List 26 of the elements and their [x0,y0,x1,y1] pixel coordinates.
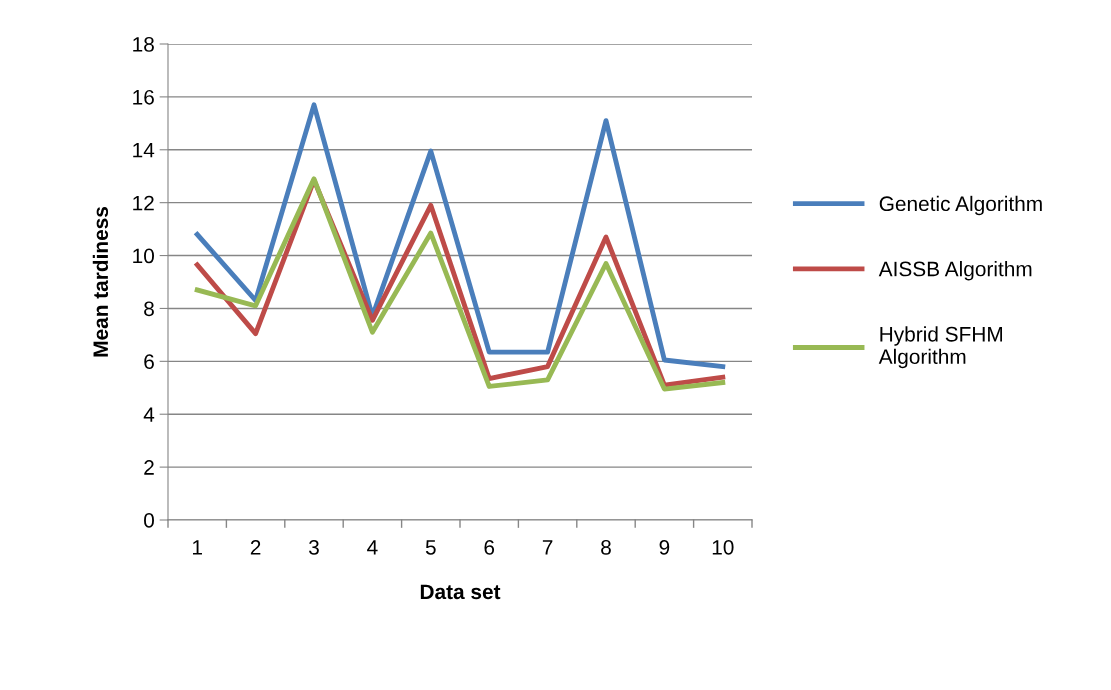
x-tick-label: 8 [601,539,611,555]
y-tick-label: 10 [133,248,154,264]
x-tick-label: 5 [425,540,436,555]
y-tick-label: 12 [133,195,154,211]
y-tick-label: 14 [133,142,155,158]
line-series [194,102,726,370]
x-tick-label: 7 [542,540,553,555]
x-tick-label: 3 [309,539,319,555]
y-tick-label: 4 [143,407,155,422]
legend-label: Genetic Algorithm [879,195,1042,216]
x-tick-label: 10 [712,539,734,555]
x-tick-label: 1 [193,540,202,555]
x-tick-label: 4 [367,540,378,555]
x-axis-title: Data set [420,584,501,600]
legend-label: AISSB Algorithm [878,261,1032,281]
y-tick-label: 6 [144,354,154,370]
y-tick-label: 16 [133,89,154,105]
x-tick-label: 9 [659,539,670,555]
y-tick-label: 8 [144,301,154,317]
y-axis-title: Mean tardiness [92,207,109,357]
legend-label: Hybrid SFHM Algorithm [878,326,1003,369]
y-tick-label: 0 [144,513,154,528]
y-tick-label: 18 [133,37,154,52]
x-tick-label: 2 [250,539,261,555]
y-tick-label: 2 [144,460,154,475]
x-tick-label: 6 [484,539,495,555]
